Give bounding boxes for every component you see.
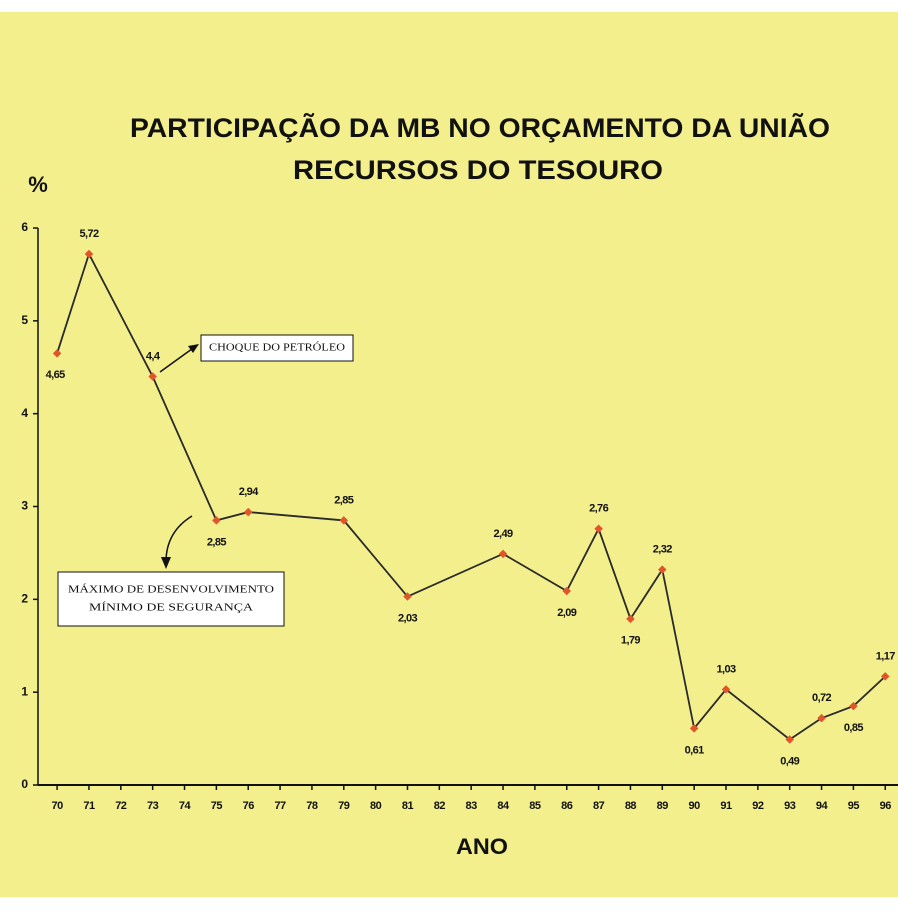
annotation: CHOQUE DO PETRÓLEO (209, 342, 345, 354)
x-axis-label: ANO (456, 834, 508, 859)
data-label: 1,03 (716, 663, 735, 675)
marker (785, 735, 794, 744)
y-tick-label: 0 (21, 777, 28, 791)
line (56, 251, 886, 741)
x-tick-label: 96 (880, 800, 892, 812)
y-tick-label: 5 (21, 313, 28, 327)
arrow (159, 345, 197, 373)
y-tick-label: 1 (21, 684, 28, 698)
marker (689, 724, 699, 733)
arrowhead (188, 344, 199, 353)
marker (52, 349, 62, 358)
marker (339, 516, 349, 525)
x-tick-label: 94 (816, 800, 829, 812)
data-label: 1,17 (876, 650, 895, 662)
x-tick-label: 85 (529, 800, 541, 812)
marker (626, 614, 635, 624)
marker (148, 372, 157, 381)
x-tick-label: 90 (689, 800, 701, 812)
data-label: 2,85 (334, 494, 353, 506)
x-tick-label: 91 (720, 800, 732, 812)
data-label: 2,03 (398, 612, 417, 624)
marker (721, 685, 731, 694)
x-tick-label: 83 (466, 800, 478, 812)
marker (498, 549, 508, 559)
x-tick-label: 79 (338, 800, 350, 812)
x-tick-label: 89 (657, 800, 669, 812)
chart-title: PARTICIPAÇÃO DA MB NO ORÇAMENTO DA UNIÃO (130, 112, 830, 143)
data-label: 0,85 (844, 722, 863, 734)
x-tick-label: 76 (243, 800, 255, 812)
data-label: 0,61 (685, 744, 704, 756)
x-tick-label: 70 (51, 800, 63, 812)
y-tick-label: 2 (21, 592, 28, 606)
data-label: 2,94 (239, 486, 259, 498)
x-tick-label: 74 (179, 800, 192, 812)
marker (817, 713, 826, 723)
y-tick-label: 3 (21, 499, 28, 513)
annotation: MÍNIMO DE SEGURANÇA (89, 602, 253, 614)
x-tick-label: 78 (306, 800, 318, 812)
x-tick-label: 88 (625, 800, 637, 812)
annotation-arrows (159, 344, 199, 569)
x-tick-label: 92 (752, 800, 764, 812)
data-label: 0,49 (780, 755, 799, 767)
marker (849, 701, 858, 711)
annotation: MÁXIMO DE DESENVOLVIMENTO (68, 584, 274, 596)
x-tick-label: 81 (402, 800, 414, 812)
x-tick-label: 84 (497, 800, 510, 812)
marker (881, 672, 890, 681)
x-tick-label: 77 (274, 800, 286, 812)
x-tick-label: 80 (370, 800, 382, 812)
y-axis-label: % (28, 172, 48, 197)
annotation-box (57, 571, 285, 627)
chart-subtitle: RECURSOS DO TESOURO (293, 155, 663, 185)
data-label: 2,76 (589, 503, 608, 515)
x-tick-label: 72 (115, 800, 127, 812)
marker (658, 565, 667, 574)
marker (562, 586, 571, 596)
data-label: 2,32 (653, 544, 672, 556)
arrowhead (161, 557, 171, 569)
x-tick-label: 95 (848, 800, 860, 812)
x-tick-label: 93 (784, 800, 796, 812)
data-label: 0,72 (812, 692, 831, 704)
marker (594, 524, 603, 534)
x-tick-label: 71 (83, 800, 95, 812)
x-tick-label: 82 (434, 800, 446, 812)
data-label: 2,09 (557, 607, 576, 619)
x-tick-label: 86 (561, 800, 573, 812)
background (0, 12, 898, 897)
data-label: 2,49 (494, 528, 513, 540)
x-tick-label: 73 (147, 800, 159, 812)
y-tick-label: 6 (21, 220, 28, 234)
y-tick-label: 4 (21, 406, 28, 420)
data-label: 5,72 (79, 228, 98, 240)
marker (84, 249, 94, 259)
x-tick-label: 87 (593, 800, 605, 812)
x-tick-label: 75 (211, 800, 223, 812)
data-label: 1,79 (621, 635, 640, 647)
marker (403, 592, 412, 601)
data-label: 4,4 (146, 350, 161, 362)
data-label: 4,65 (46, 369, 65, 381)
annotation-box (200, 334, 354, 362)
data-label: 2,85 (207, 536, 226, 548)
